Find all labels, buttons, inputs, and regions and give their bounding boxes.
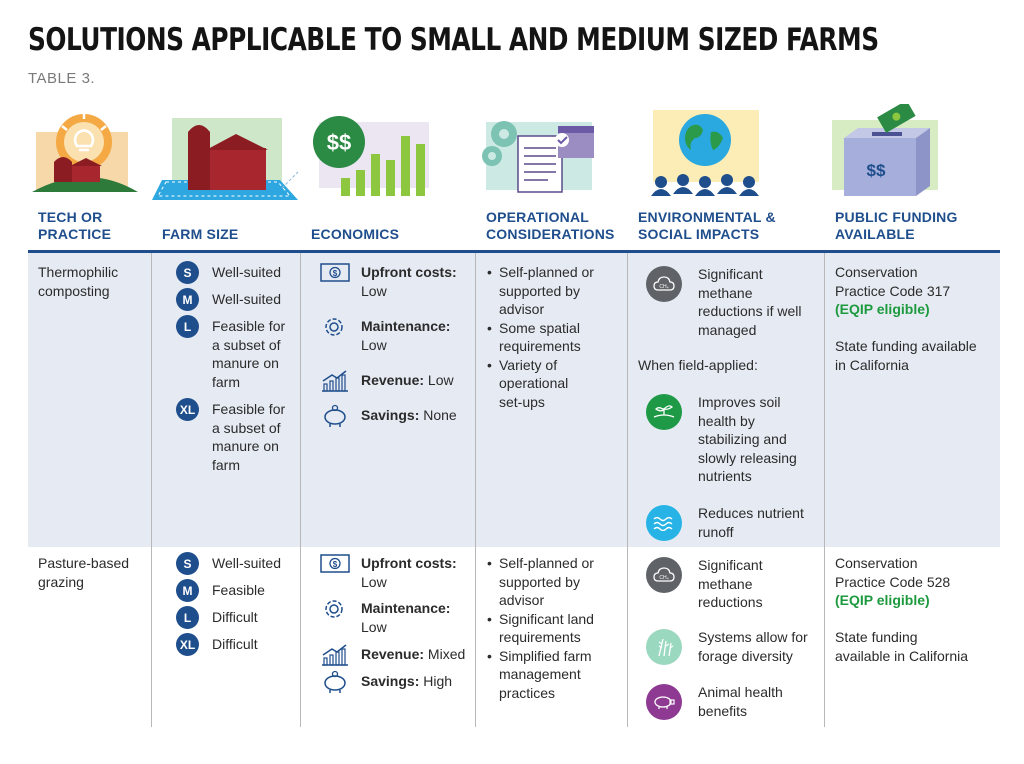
cash-bill-icon: $ (320, 263, 350, 282)
econ-maintenance: Maintenance: Low (320, 599, 450, 636)
farm-size-xl: XL Difficult (176, 633, 300, 656)
econ-upfront: $ Upfront costs: Low (320, 263, 457, 300)
page-title: SOLUTIONS APPLICABLE TO SMALL AND MEDIUM… (28, 22, 879, 58)
funding-info: Conservation Practice Code 317 (EQIP eli… (835, 264, 977, 373)
svg-text:$$: $$ (327, 130, 351, 155)
farm-size-xl: XL Feasible for a subset of manure on farm (176, 398, 300, 474)
practice-name: Thermophilic composting (38, 264, 119, 299)
econ-revenue: Revenue: Low (320, 370, 454, 393)
cash-bill-icon: $ (320, 554, 350, 573)
table-label: TABLE 3. (28, 70, 96, 87)
lightbulb-barn-icon (32, 104, 142, 210)
growth-chart-icon (322, 370, 348, 392)
impact-soil: Improves soil health by stabilizing and slo… (646, 393, 818, 486)
barn-field-icon (150, 104, 300, 210)
water-waves-icon (646, 505, 682, 541)
eqip-eligible-label: (EQIP eligible) (835, 301, 930, 317)
col-head-size: FARM SIZE (162, 226, 239, 242)
gear-icon (325, 600, 343, 618)
impact-runoff: Reduces nutrient runoff (646, 504, 818, 541)
size-badge: M (176, 579, 199, 602)
size-badge: L (176, 606, 199, 629)
methane-cloud-icon: CH₄ (646, 266, 682, 302)
col-head-funding: PUBLIC FUNDING AVAILABLE (835, 209, 958, 242)
farm-size-m: M Feasible (176, 579, 300, 602)
gears-checklist-calendar-icon (478, 104, 608, 210)
impact-methane: CH₄ Significant methane reductions if well… (646, 265, 818, 339)
svg-text:CH₄: CH₄ (659, 284, 668, 290)
soil-sprout-icon (646, 394, 682, 430)
column-divider (475, 253, 476, 727)
eqip-eligible-label: (EQIP eligible) (835, 592, 930, 608)
farm-size-s: S Well-suited (176, 552, 300, 575)
impact-animal: Animal health benefits (646, 683, 818, 720)
column-divider (300, 253, 301, 727)
econ-savings: Savings: High (320, 670, 452, 694)
farm-size-m: M Well-suited (176, 288, 300, 311)
impact-forage: Systems allow for forage diversity (646, 628, 818, 665)
methane-cloud-icon: CH₄ (646, 557, 682, 593)
econ-maintenance: Maintenance: Low (320, 317, 450, 354)
column-divider (151, 253, 152, 727)
column-divider (824, 253, 825, 727)
col-head-econ: ECONOMICS (311, 226, 400, 242)
col-head-ops: OPERATIONAL CONSIDERATIONS (486, 209, 615, 242)
svg-text:$: $ (333, 560, 338, 569)
gear-icon (325, 318, 343, 336)
size-badge: S (176, 552, 199, 575)
header-rule (28, 250, 1000, 253)
donation-box-icon: $$ (830, 100, 945, 210)
size-badge: M (176, 288, 199, 311)
practice-name: Pasture-based grazing (38, 555, 130, 590)
econ-upfront: $ Upfront costs: Low (320, 554, 457, 591)
farm-size-s: S Well-suited (176, 261, 300, 284)
size-badge: XL (176, 398, 199, 421)
piggy-bank-icon (324, 404, 346, 427)
forage-grass-icon (646, 629, 682, 665)
econ-revenue: Revenue: Mixed (320, 644, 465, 667)
econ-savings: Savings: None (320, 404, 457, 428)
animal-pig-icon (646, 684, 682, 720)
dollar-bar-chart-icon: $$ (305, 104, 435, 210)
column-divider (627, 253, 628, 727)
col-head-env: ENVIRONMENTAL & SOCIAL IMPACTS (638, 209, 776, 242)
growth-chart-icon (322, 644, 348, 666)
size-badge: S (176, 261, 199, 284)
svg-text:$: $ (333, 269, 338, 278)
funding-info: Conservation Practice Code 528 (EQIP eli… (835, 555, 969, 664)
col-head-tech: TECH OR PRACTICE (38, 209, 112, 242)
farm-size-l: L Feasible for a subset of manure on farm (176, 315, 300, 391)
size-badge: L (176, 315, 199, 338)
impacts-note: When field-applied: (638, 357, 758, 373)
svg-text:$$: $$ (867, 161, 886, 180)
piggy-bank-icon (324, 670, 346, 693)
svg-text:CH₄: CH₄ (659, 575, 668, 581)
size-badge: XL (176, 633, 199, 656)
farm-size-l: L Difficult (176, 606, 300, 629)
globe-audience-icon (645, 104, 775, 210)
impact-methane: CH₄ Significant methane reductions (646, 556, 818, 612)
